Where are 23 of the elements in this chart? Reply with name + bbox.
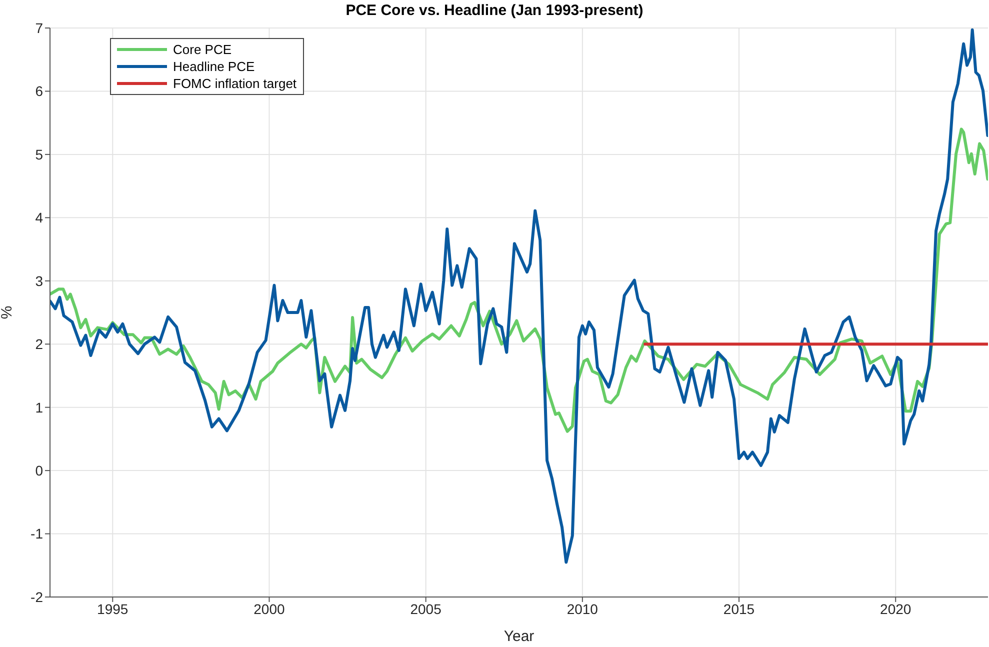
x-tick-label: 1995	[97, 600, 128, 617]
y-tick-label: 5	[35, 146, 44, 162]
y-tick-label: 1	[35, 399, 44, 416]
y-tick-label: 3	[35, 272, 44, 289]
y-tick-label: 7	[35, 20, 44, 36]
x-tick-label: 2010	[566, 600, 598, 617]
y-tick-label: -2	[30, 588, 44, 605]
x-axis-title: Year	[504, 628, 534, 645]
y-tick-label: -1	[30, 526, 44, 542]
chart-title: PCE Core vs. Headline (Jan 1993-present)	[344, 2, 644, 19]
y-axis-title: %	[0, 306, 16, 320]
line-series	[50, 28, 988, 564]
y-tick-label: 6	[35, 83, 44, 100]
y-tick-label: 2	[35, 336, 44, 352]
legend-label: Headline PCE	[173, 58, 255, 75]
y-tick-label: 0	[35, 462, 44, 479]
x-tick-label: 2015	[723, 600, 755, 617]
legend-label: FOMC inflation target	[173, 75, 297, 92]
x-tick-label: 2020	[880, 600, 912, 617]
legend-label: Core PCE	[173, 41, 232, 58]
x-tick-label: 2000	[254, 600, 286, 617]
y-tick-label: 4	[35, 210, 44, 226]
x-tick-label: 2005	[410, 600, 442, 617]
